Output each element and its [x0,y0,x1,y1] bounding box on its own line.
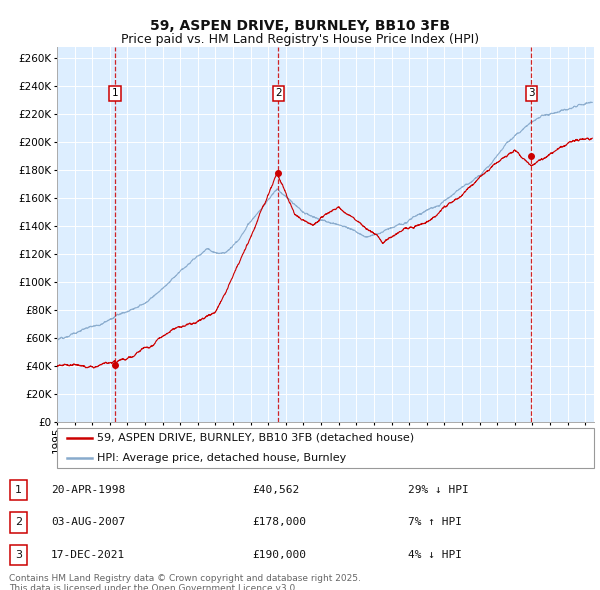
Text: 2: 2 [15,517,22,527]
Text: 29% ↓ HPI: 29% ↓ HPI [408,485,469,495]
FancyBboxPatch shape [57,428,594,468]
Text: £40,562: £40,562 [252,485,299,495]
Text: 03-AUG-2007: 03-AUG-2007 [51,517,125,527]
Text: £178,000: £178,000 [252,517,306,527]
FancyBboxPatch shape [10,512,27,533]
Text: 1: 1 [112,88,118,99]
Text: 3: 3 [15,550,22,560]
FancyBboxPatch shape [10,545,27,565]
Text: 4% ↓ HPI: 4% ↓ HPI [408,550,462,560]
Text: £190,000: £190,000 [252,550,306,560]
Text: 17-DEC-2021: 17-DEC-2021 [51,550,125,560]
Text: 7% ↑ HPI: 7% ↑ HPI [408,517,462,527]
Text: 59, ASPEN DRIVE, BURNLEY, BB10 3FB: 59, ASPEN DRIVE, BURNLEY, BB10 3FB [150,19,450,33]
FancyBboxPatch shape [10,480,27,500]
Text: 3: 3 [528,88,535,99]
Text: Price paid vs. HM Land Registry's House Price Index (HPI): Price paid vs. HM Land Registry's House … [121,33,479,46]
Text: HPI: Average price, detached house, Burnley: HPI: Average price, detached house, Burn… [97,453,347,463]
Text: 20-APR-1998: 20-APR-1998 [51,485,125,495]
Text: 1: 1 [15,485,22,495]
Text: 2: 2 [275,88,282,99]
Text: 59, ASPEN DRIVE, BURNLEY, BB10 3FB (detached house): 59, ASPEN DRIVE, BURNLEY, BB10 3FB (deta… [97,433,415,442]
Text: Contains HM Land Registry data © Crown copyright and database right 2025.
This d: Contains HM Land Registry data © Crown c… [9,574,361,590]
